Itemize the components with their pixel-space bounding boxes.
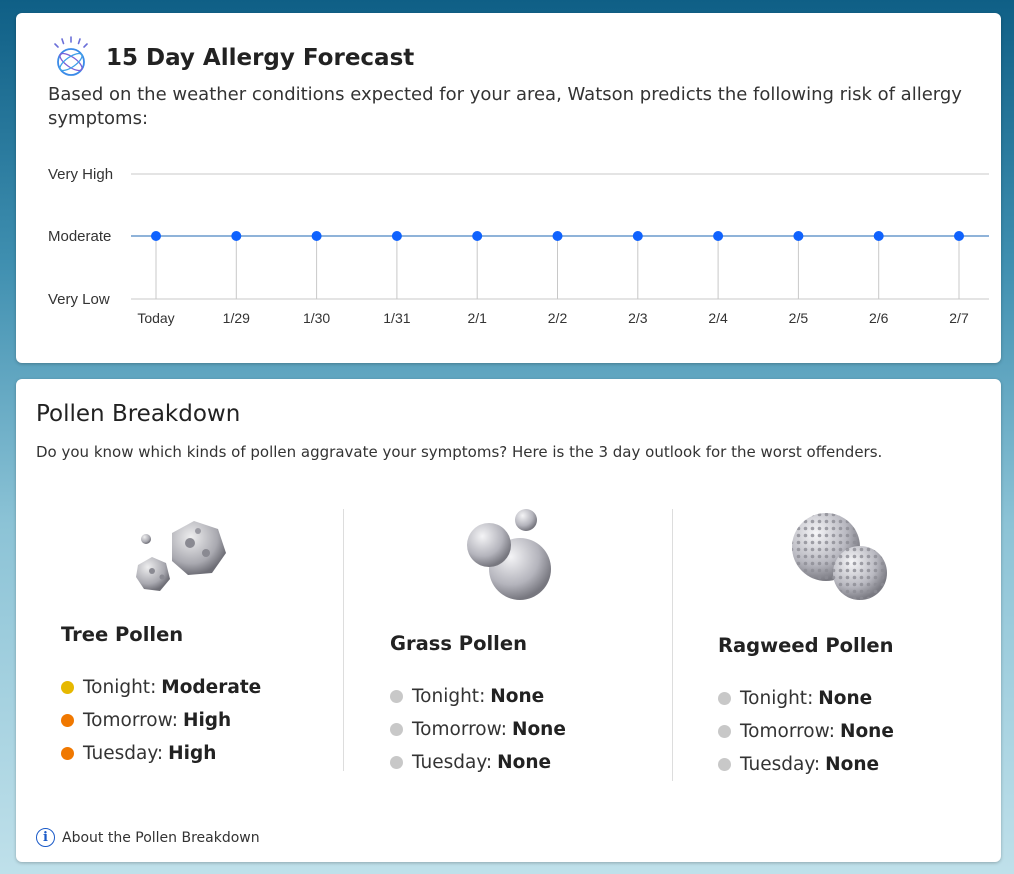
y-tick-label: Very High [48, 166, 113, 183]
level-dot [61, 681, 74, 694]
level-value: Moderate [161, 677, 262, 698]
level-dot [390, 690, 403, 703]
watson-logo-icon [54, 36, 88, 76]
data-point[interactable] [231, 231, 242, 241]
level-value: None [825, 754, 880, 775]
x-tick-label: 1/29 [223, 310, 250, 326]
pollen-card: Pollen Breakdown Do you know which kinds… [16, 379, 1001, 862]
ragweed-pollen-row: Tuesday: None [718, 754, 879, 775]
level-dot [61, 714, 74, 727]
data-point[interactable] [151, 231, 161, 241]
ragweed-pollen-icon [792, 513, 887, 600]
x-tick-label: 2/1 [467, 310, 487, 326]
info-icon: i [36, 828, 55, 847]
level-value: None [511, 719, 566, 740]
day-label: Tuesday: [412, 752, 493, 773]
data-point[interactable] [472, 231, 483, 241]
y-tick-label: Moderate [48, 228, 111, 245]
level-dot [718, 725, 731, 738]
ragweed-pollen-name: Ragweed Pollen [718, 634, 894, 657]
column-divider [343, 509, 344, 771]
tree-pollen-icon [136, 521, 226, 591]
tree-pollen-row: Tomorrow: High [61, 710, 231, 731]
day-label: Tonight: [412, 686, 486, 707]
level-dot [718, 692, 731, 705]
forecast-title: 15 Day Allergy Forecast [106, 45, 415, 71]
grass-pollen-name: Grass Pollen [390, 632, 527, 655]
level-dot [390, 756, 403, 769]
day-label: Tuesday: [83, 743, 164, 764]
about-pollen-link[interactable]: i About the Pollen Breakdown [36, 828, 260, 847]
x-tick-label: Today [137, 310, 174, 326]
data-point[interactable] [391, 231, 402, 241]
level-value: High [182, 710, 232, 731]
level-dot [718, 758, 731, 771]
tree-pollen-row: Tuesday: High [61, 743, 216, 764]
ragweed-pollen-row: Tomorrow: None [718, 721, 894, 742]
level-value: None [497, 752, 552, 773]
level-value: None [818, 688, 873, 709]
level-dot [61, 747, 74, 760]
x-tick-label: 1/30 [303, 310, 330, 326]
forecast-card: 15 Day Allergy Forecast Based on the wea… [16, 13, 1001, 363]
data-point[interactable] [713, 231, 724, 241]
day-label: Tomorrow: [412, 719, 507, 740]
day-label: Tonight: [83, 677, 157, 698]
x-tick-label: 2/6 [869, 310, 889, 326]
level-value: None [490, 686, 545, 707]
x-tick-label: 2/3 [628, 310, 648, 326]
level-value: High [168, 743, 217, 764]
data-point[interactable] [552, 231, 563, 241]
data-point[interactable] [632, 231, 643, 241]
data-point[interactable] [954, 231, 964, 241]
pollen-breakdown-title: Pollen Breakdown [36, 401, 241, 427]
day-label: Tuesday: [740, 754, 821, 775]
level-dot [390, 723, 403, 736]
allergy-forecast-chart: Very Low Moderate Very High Today 1/29 1/30 1… [48, 166, 989, 326]
tree-pollen-name: Tree Pollen [61, 623, 184, 646]
data-point[interactable] [793, 231, 804, 241]
about-pollen-label: About the Pollen Breakdown [62, 829, 260, 846]
data-point[interactable] [311, 231, 322, 241]
level-value: None [839, 721, 894, 742]
x-tick-label: 1/31 [383, 310, 410, 326]
data-point[interactable] [873, 231, 884, 241]
grass-pollen-row: Tonight: None [390, 686, 544, 707]
day-label: Tomorrow: [83, 710, 178, 731]
grass-pollen-row: Tuesday: None [390, 752, 551, 773]
forecast-description: Based on the weather conditions expected… [48, 84, 962, 129]
x-tick-label: 2/7 [949, 310, 969, 326]
tree-pollen-row: Tonight: Moderate [61, 677, 261, 698]
ragweed-pollen-row: Tonight: None [718, 688, 872, 709]
grass-pollen-row: Tomorrow: None [390, 719, 566, 740]
x-tick-label: 2/4 [708, 310, 728, 326]
y-tick-label: Very Low [48, 291, 110, 308]
x-tick-label: 2/5 [789, 310, 809, 326]
column-divider [672, 509, 673, 781]
day-label: Tonight: [740, 688, 814, 709]
x-tick-label: 2/2 [548, 310, 568, 326]
day-label: Tomorrow: [740, 721, 835, 742]
grass-pollen-icon [467, 509, 551, 600]
forecast-header: 15 Day Allergy Forecast [48, 35, 414, 81]
pollen-breakdown-description: Do you know which kinds of pollen aggrav… [36, 443, 883, 461]
